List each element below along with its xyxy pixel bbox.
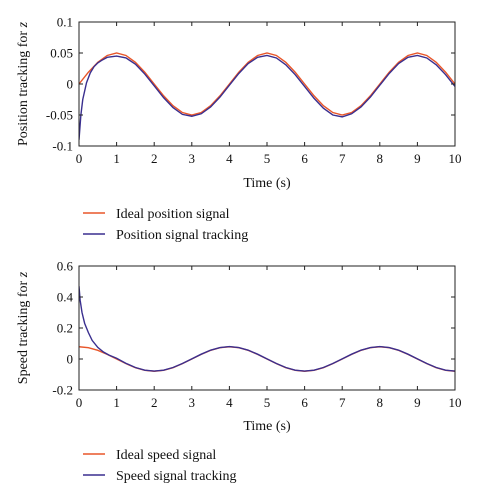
legend-label: Ideal position signal (116, 207, 230, 222)
x-tick-label: 0 (76, 395, 83, 410)
x-tick-label: 7 (339, 151, 346, 166)
y-tick-label: 0 (67, 77, 74, 92)
x-tick-label: 4 (226, 151, 233, 166)
y-tick-label: 0.4 (57, 290, 74, 305)
chart-panel-1: 0 1 2 3 4 5 6 7 8 9 10 0.1 0.05 0 -0.05 -0.1 Time (s) Pos… (16, 15, 462, 244)
legend-label: Ideal speed signal (116, 448, 216, 463)
x-tick-label: 0 (76, 151, 83, 166)
x-tick-label: 9 (414, 151, 421, 166)
x-tick-label: 5 (264, 151, 271, 166)
x-tick-label: 6 (301, 151, 308, 166)
series-line-2 (79, 286, 455, 372)
y-axis-label-variable: z (16, 271, 31, 278)
y-tick-label: 0.2 (57, 321, 73, 336)
y-tick-label: -0.1 (52, 139, 73, 154)
y-axis-label: Position tracking for z (16, 21, 31, 146)
y-tick-label: -0.05 (46, 108, 73, 123)
x-tick-label: 3 (189, 395, 196, 410)
legend-label: Position signal tracking (116, 228, 248, 243)
plot-frame (78, 265, 456, 391)
plot-frame (78, 21, 456, 147)
x-axis-label: Time (s) (243, 176, 291, 191)
y-tick-label: 0.6 (57, 259, 74, 274)
series-line-2 (79, 54, 455, 140)
y-axis-label-text: Speed tracking for (16, 277, 31, 384)
x-axis-label: Time (s) (243, 419, 291, 434)
x-tick-label: 5 (264, 395, 271, 410)
y-axis-label-variable: z (16, 21, 31, 28)
x-tick-label: 1 (113, 395, 120, 410)
y-tick-label: 0.1 (57, 15, 73, 30)
x-tick-label: 10 (449, 151, 462, 166)
y-tick-label: 0.05 (50, 46, 73, 61)
x-tick-label: 1 (113, 151, 120, 166)
x-tick-label: 8 (377, 151, 384, 166)
y-tick-label: -0.2 (52, 383, 73, 398)
x-tick-label: 2 (151, 151, 158, 166)
x-tick-label: 10 (449, 395, 462, 410)
x-tick-label: 4 (226, 395, 233, 410)
x-tick-label: 2 (151, 395, 158, 410)
x-tick-label: 9 (414, 395, 421, 410)
y-tick-label: 0 (67, 352, 74, 367)
x-tick-label: 3 (189, 151, 196, 166)
y-axis-label-text: Position tracking for (16, 27, 31, 146)
x-tick-label: 8 (377, 395, 384, 410)
y-axis-label: Speed tracking for z (16, 271, 31, 384)
x-tick-label: 7 (339, 395, 346, 410)
series-line-1 (79, 52, 455, 116)
x-tick-label: 6 (301, 395, 308, 410)
legend-label: Speed signal tracking (116, 469, 237, 484)
